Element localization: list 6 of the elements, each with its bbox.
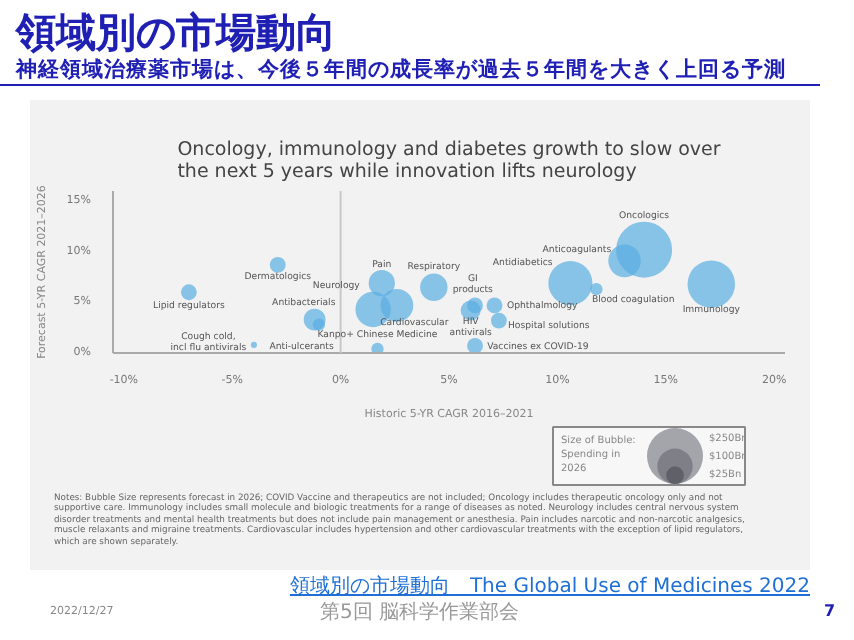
text: Oncology, immunology and diabetes growth to slow over the next 5 years while innovation lifts neurology [177,139,721,183]
text: 第5回 脳科学作業部会 [320,600,520,628]
chart-title: 領域別の市場動向 [16,8,338,56]
text: 領域別の市場動向 The Global Use of Medicines 2022 [289,574,810,601]
chart-subtitle: 神経領域治療薬市場は、今後５年間の成長率が過去５年間を大きく上回る予測 [16,56,788,84]
text: 7 [824,600,836,623]
